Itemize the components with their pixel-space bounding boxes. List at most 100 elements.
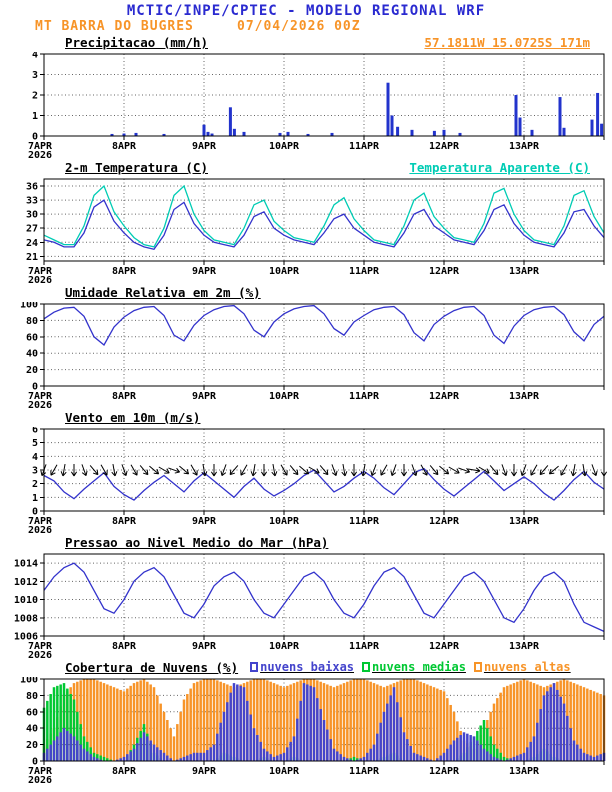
cloud-cover-title: Cobertura de Nuvens (%) bbox=[65, 660, 239, 675]
svg-text:0: 0 bbox=[32, 757, 38, 768]
svg-text:27: 27 bbox=[26, 224, 38, 235]
svg-text:8APR: 8APR bbox=[112, 141, 137, 152]
svg-text:1012: 1012 bbox=[14, 577, 38, 588]
svg-text:9APR: 9APR bbox=[192, 141, 217, 152]
apparent-temperature-label: Temperatura Aparente (C) bbox=[409, 160, 590, 175]
precipitation-panel: Precipitacao (mm/h) 57.1811W 15.0725S 17… bbox=[0, 35, 612, 160]
svg-text:100: 100 bbox=[20, 677, 38, 686]
legend-low-clouds-label: nuvens baixas bbox=[260, 660, 355, 674]
svg-text:8APR: 8APR bbox=[112, 641, 137, 652]
svg-text:30: 30 bbox=[26, 210, 38, 221]
svg-text:7APR: 7APR bbox=[28, 391, 53, 402]
svg-text:4: 4 bbox=[32, 52, 38, 61]
svg-text:13APR: 13APR bbox=[509, 141, 540, 152]
humidity-title: Umidade Relativa em 2m (%) bbox=[65, 285, 261, 300]
pressure-title-row: Pressao ao Nivel Medio do Mar (hPa) bbox=[0, 535, 612, 552]
svg-text:1010: 1010 bbox=[14, 595, 38, 606]
svg-text:2026: 2026 bbox=[28, 775, 52, 785]
svg-text:3: 3 bbox=[32, 466, 38, 477]
svg-text:11APR: 11APR bbox=[349, 391, 380, 402]
humidity-chart: 0 20 40 60 80 100 7APR 8APR 9APR 10APR 11APR 12APR 1… bbox=[20, 302, 605, 410]
svg-text:60: 60 bbox=[26, 707, 38, 718]
svg-text:9APR: 9APR bbox=[192, 516, 217, 527]
page-title: MCTIC/INPE/CPTEC - MODELO REGIONAL WRF bbox=[126, 3, 486, 19]
svg-text:12APR: 12APR bbox=[429, 391, 460, 402]
svg-text:13APR: 13APR bbox=[509, 266, 540, 277]
svg-text:33: 33 bbox=[26, 196, 38, 207]
svg-text:2026: 2026 bbox=[28, 525, 52, 535]
svg-text:13APR: 13APR bbox=[509, 516, 540, 527]
svg-text:7APR: 7APR bbox=[28, 766, 53, 777]
cloud-cover-chart: 0 20 40 60 80 100 7APR 8APR 9APR 10APR 11APR 12APR 1… bbox=[20, 677, 606, 785]
mid-clouds-swatch-icon bbox=[362, 662, 371, 672]
svg-text:9APR: 9APR bbox=[192, 641, 217, 652]
svg-text:100: 100 bbox=[20, 302, 38, 311]
svg-text:2: 2 bbox=[32, 479, 38, 490]
temperature-panel: 2-m Temperatura (C) Temperatura Aparente… bbox=[0, 160, 612, 285]
svg-text:7APR: 7APR bbox=[28, 641, 53, 652]
low-clouds-swatch-icon bbox=[250, 662, 259, 672]
legend-low-clouds: nuvens baixas bbox=[250, 660, 354, 674]
svg-text:21: 21 bbox=[26, 252, 38, 263]
svg-text:1008: 1008 bbox=[14, 613, 38, 624]
temperature-title: 2-m Temperatura (C) bbox=[65, 160, 208, 175]
svg-text:12APR: 12APR bbox=[429, 141, 460, 152]
svg-text:9APR: 9APR bbox=[192, 266, 217, 277]
svg-text:1: 1 bbox=[32, 111, 38, 122]
svg-text:0: 0 bbox=[32, 507, 38, 518]
humidity-panel: Umidade Relativa em 2m (%) 0 20 40 60 80 100 7… bbox=[0, 285, 612, 410]
legend-mid-clouds: nuvens medias bbox=[362, 660, 466, 674]
pressure-title: Pressao ao Nivel Medio do Mar (hPa) bbox=[65, 535, 329, 550]
svg-text:11APR: 11APR bbox=[349, 266, 380, 277]
precipitation-title: Precipitacao (mm/h) bbox=[65, 35, 208, 50]
svg-text:7APR: 7APR bbox=[28, 266, 53, 277]
precipitation-title-row: Precipitacao (mm/h) 57.1811W 15.0725S 17… bbox=[0, 35, 612, 52]
station-header: MT BARRA DO BUGRES 07/04/2026 00Z bbox=[0, 19, 612, 35]
legend-high-clouds-label: nuvens altas bbox=[483, 660, 571, 674]
svg-text:1: 1 bbox=[32, 493, 38, 504]
svg-text:7APR: 7APR bbox=[28, 516, 53, 527]
svg-text:12APR: 12APR bbox=[429, 266, 460, 277]
svg-text:11APR: 11APR bbox=[349, 641, 380, 652]
temperature-chart: 21 24 27 30 33 36 7APR 8APR 9APR 10APR 11APR 12APR 1… bbox=[26, 178, 605, 285]
svg-text:0: 0 bbox=[32, 132, 38, 143]
svg-text:36: 36 bbox=[26, 182, 38, 193]
svg-text:11APR: 11APR bbox=[349, 141, 380, 152]
svg-text:40: 40 bbox=[26, 724, 38, 735]
cloud-cover-panel: Cobertura de Nuvens (%) nuvens baixas nu… bbox=[0, 660, 612, 785]
station-name: MT BARRA DO BUGRES bbox=[35, 19, 194, 34]
svg-text:10APR: 10APR bbox=[269, 641, 300, 652]
svg-text:13APR: 13APR bbox=[509, 766, 540, 777]
cloud-cover-title-row: Cobertura de Nuvens (%) nuvens baixas nu… bbox=[0, 660, 612, 677]
svg-text:80: 80 bbox=[26, 316, 38, 327]
svg-text:1014: 1014 bbox=[14, 559, 38, 570]
cloud-legend: nuvens baixas nuvens medias nuvens altas bbox=[250, 660, 571, 674]
svg-text:4: 4 bbox=[32, 452, 38, 463]
svg-text:12APR: 12APR bbox=[429, 641, 460, 652]
svg-text:8APR: 8APR bbox=[112, 516, 137, 527]
svg-text:10APR: 10APR bbox=[269, 516, 300, 527]
wind-chart: 0 1 2 3 4 5 6 7APR 8APR 9APR 10APR 11APR 12APR 13APR 2… bbox=[28, 427, 608, 535]
svg-text:6: 6 bbox=[32, 427, 38, 436]
pressure-chart: 1006 1008 1010 1012 1014 7APR 8APR 9APR 10APR 11A… bbox=[14, 553, 605, 660]
humidity-title-row: Umidade Relativa em 2m (%) bbox=[0, 285, 612, 302]
svg-text:10APR: 10APR bbox=[269, 391, 300, 402]
svg-text:2: 2 bbox=[32, 91, 38, 102]
wind-title: Vento em 10m (m/s) bbox=[65, 410, 201, 425]
svg-text:2026: 2026 bbox=[28, 150, 52, 160]
wind-panel: Vento em 10m (m/s) 0 1 2 3 4 5 6 7APR 8APR 9APR 10… bbox=[0, 410, 612, 535]
legend-mid-clouds-label: nuvens medias bbox=[372, 660, 466, 674]
svg-text:11APR: 11APR bbox=[349, 516, 380, 527]
svg-text:8APR: 8APR bbox=[112, 766, 137, 777]
svg-text:1006: 1006 bbox=[14, 632, 38, 643]
svg-text:40: 40 bbox=[26, 349, 38, 360]
svg-text:12APR: 12APR bbox=[429, 516, 460, 527]
precipitation-chart: 0 1 2 3 4 7APR 8APR 9APR 10APR 11APR 12APR 13APR 202… bbox=[28, 52, 605, 160]
svg-text:10APR: 10APR bbox=[269, 141, 300, 152]
high-clouds-swatch-icon bbox=[473, 662, 482, 672]
svg-text:10APR: 10APR bbox=[269, 766, 300, 777]
pressure-panel: Pressao ao Nivel Medio do Mar (hPa) 1006… bbox=[0, 535, 612, 660]
svg-text:80: 80 bbox=[26, 691, 38, 702]
svg-text:0: 0 bbox=[32, 382, 38, 393]
